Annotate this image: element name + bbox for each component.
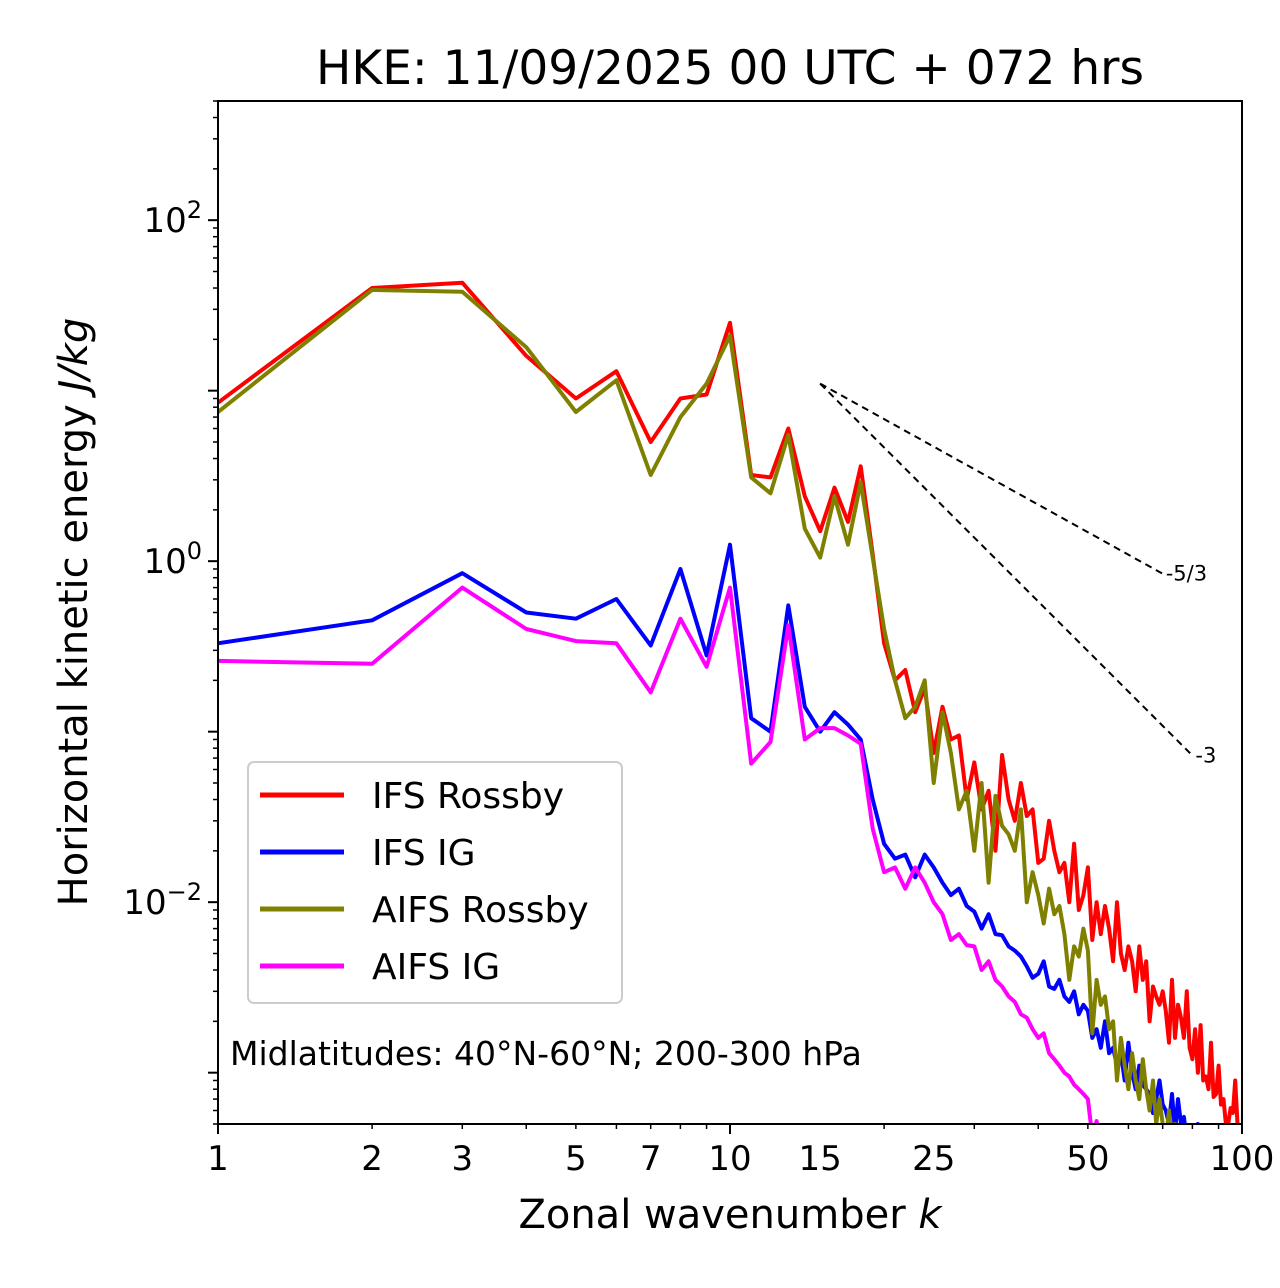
slope-line-3 [819,382,1194,757]
x-tick-label: 25 [912,1139,955,1179]
legend-label-aifs-ig: AIFS IG [372,947,500,988]
series-layer [218,280,1240,1124]
legend: IFS Rossby IFS IG AIFS Rossby AIFS IG [247,761,623,1004]
reference-slopes: -5/3 -3 [819,382,1216,767]
slope-label-3: -3 [1195,743,1216,767]
legend-box [247,761,623,1004]
y-axis-label: Horizontal kinetic energy J/kg [51,318,97,907]
region-annotation: Midlatitudes: 40°N-60°N; 200-300 hPa [230,1034,862,1073]
y-tick-label: 102 [143,196,202,241]
x-tick-label: 1 [207,1139,229,1179]
x-tick-label: 100 [1210,1139,1275,1179]
series-line-aifs-ig [218,585,1100,1124]
legend-label-aifs-rossby: AIFS Rossby [372,890,589,931]
series-line-ifs-rossby [218,280,1240,1124]
series-line-aifs-rossby [218,287,1178,1124]
axis-ticks: 1 2 3 5 7 10 15 25 50 100 10−2 100 102 [123,100,1275,1179]
y-tick-label: 100 [143,537,202,582]
x-axis-label: Zonal wavenumber k [518,1192,943,1238]
x-tick-label: 7 [640,1139,662,1179]
x-tick-label: 2 [361,1139,383,1179]
y-tick-label: 10−2 [123,878,202,923]
legend-label-ifs-ig: IFS IG [372,833,476,874]
chart-title: HKE: 11/09/2025 00 UTC + 072 hrs [316,41,1144,96]
x-tick-label: 15 [799,1139,842,1179]
slope-line-5-3 [819,382,1164,575]
x-tick-label: 50 [1066,1139,1109,1179]
slope-label-5-3: -5/3 [1166,562,1207,586]
x-tick-label: 10 [708,1139,751,1179]
x-tick-label: 3 [451,1139,473,1179]
x-tick-label: 5 [565,1139,587,1179]
legend-label-ifs-rossby: IFS Rossby [372,776,564,817]
